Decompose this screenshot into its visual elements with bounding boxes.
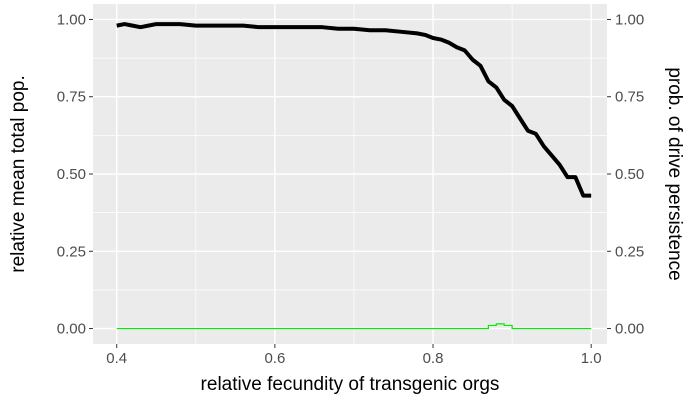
x-tick-label: 0.8: [423, 350, 444, 367]
x-tick-label: 0.6: [264, 350, 285, 367]
y-tick-label-left: 0.50: [57, 166, 86, 183]
y-tick-label-left: 0.75: [57, 89, 86, 106]
x-axis-title: relative fecundity of transgenic orgs: [201, 374, 500, 395]
y-tick-label-right: 0.25: [615, 243, 644, 260]
ticks-layer: 0.4 0.6 0.8 1.0 0.00 0.00 0.25 0.25 0.50 0.50 0.75…: [57, 11, 644, 367]
persistence-step-line: [116, 323, 592, 330]
y-tick-label-left: 1.00: [57, 11, 86, 28]
y-tick-label-right: 0.00: [615, 321, 644, 338]
y-tick-label-right: 0.50: [615, 166, 644, 183]
x-tick-label: 1.0: [581, 350, 602, 367]
y-axis-title-left: relative mean total pop.: [8, 75, 29, 273]
y-tick-label-right: 0.75: [615, 89, 644, 106]
major-gridlines: [93, 4, 607, 344]
population-line: [116, 22, 592, 198]
series-layer: [116, 22, 592, 330]
y-tick-label-left: 0.00: [57, 321, 86, 338]
y-tick-label-right: 1.00: [615, 11, 644, 28]
y-axis-title-right: prob. of drive persistence: [664, 67, 685, 280]
x-tick-label: 0.4: [106, 350, 127, 367]
y-tick-label-left: 0.25: [57, 243, 86, 260]
